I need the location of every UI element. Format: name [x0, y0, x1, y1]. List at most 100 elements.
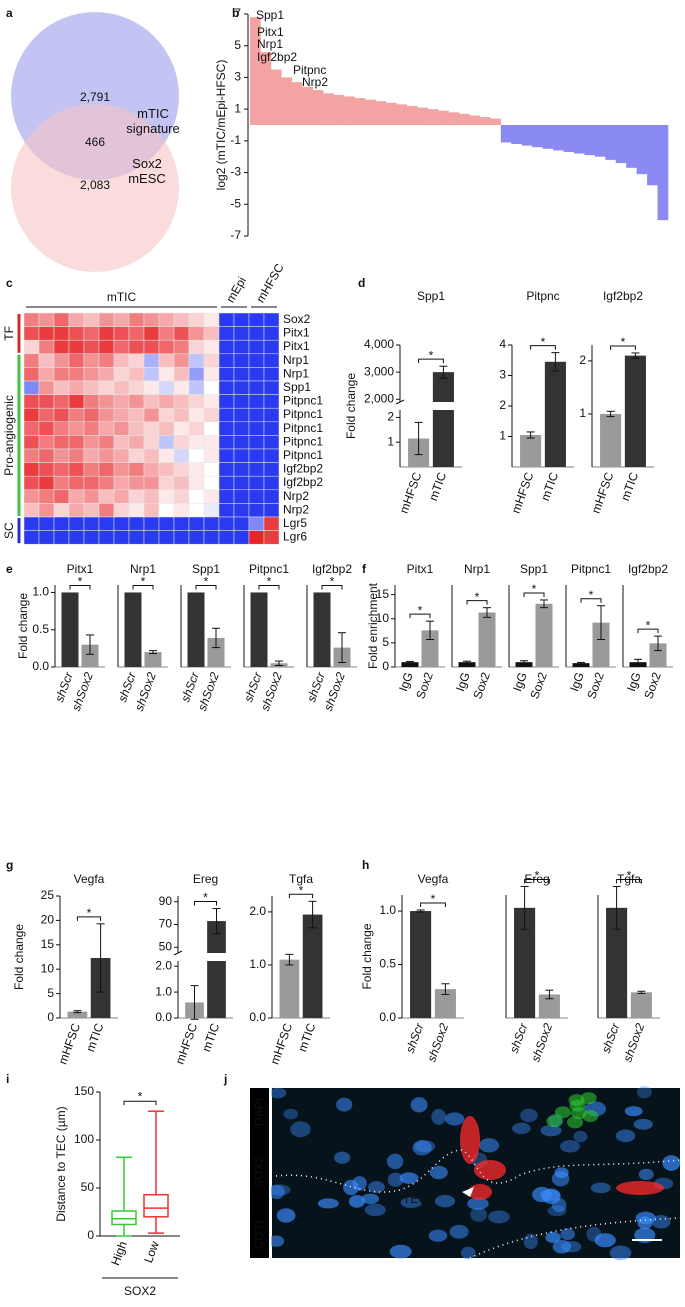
bar-part — [514, 907, 536, 1018]
heatmap-cell — [218, 503, 235, 518]
significance-bracket — [195, 584, 217, 590]
heatmap-cell — [158, 407, 175, 423]
y-tick-label: -5 — [230, 196, 241, 210]
heatmap-cell — [113, 489, 130, 504]
significance: * — [589, 588, 594, 602]
bar — [385, 102, 397, 125]
x-tick-label: mHFSC — [589, 470, 617, 515]
heatmap-cell — [188, 339, 205, 355]
bar — [647, 125, 658, 186]
bar — [354, 98, 366, 125]
heatmap-cell — [68, 353, 85, 368]
bar — [542, 125, 554, 149]
bar — [207, 921, 226, 1018]
significance-bracket — [258, 584, 280, 590]
y-tick-label: 5 — [47, 986, 54, 1000]
nucleus — [624, 1106, 643, 1117]
heatmap-cell — [68, 421, 85, 436]
heatmap-cell — [263, 489, 280, 504]
panel-letter: h — [362, 858, 369, 872]
heatmap-cell — [203, 394, 220, 409]
set-count: 466 — [85, 135, 105, 149]
heatmap-cell — [53, 353, 70, 368]
heatmap-cell — [203, 489, 220, 504]
significance: * — [87, 906, 92, 920]
row-group-label: Pro-angiogenic — [2, 395, 16, 476]
heatmap-cell — [38, 435, 55, 450]
bar — [291, 82, 303, 125]
bar — [375, 101, 387, 125]
heatmap-cell — [98, 435, 115, 450]
significance: * — [475, 590, 480, 604]
significance: * — [418, 603, 423, 617]
bar-part — [606, 907, 628, 1018]
bar — [410, 911, 432, 1018]
heatmap-cell — [233, 516, 250, 531]
y-tick-label: 100 — [74, 1132, 94, 1146]
y-tick-label: 0.0 — [379, 1010, 396, 1024]
significance-bracket — [69, 584, 91, 590]
gene-annotation: Pitx1 — [257, 25, 284, 39]
set-circle — [11, 104, 179, 272]
significance-bracket — [610, 345, 636, 350]
significance: * — [535, 869, 540, 883]
gene-annotation: Spp1 — [256, 8, 284, 22]
bar-part — [187, 592, 205, 667]
heatmap-cell — [263, 435, 280, 450]
heatmap-cell — [233, 503, 250, 518]
bar-part — [592, 622, 610, 667]
heatmap-cell — [203, 448, 220, 463]
heatmap-cell — [263, 326, 280, 341]
x-tick-label: IgG — [396, 670, 416, 693]
bar — [270, 69, 282, 125]
heatmap-cell — [23, 407, 40, 423]
heatmap-cell — [23, 312, 40, 327]
heatmap-cell — [233, 326, 250, 341]
heatmap-cell — [53, 312, 70, 327]
bar — [81, 644, 99, 667]
heatmap-cell — [128, 380, 145, 395]
heatmap-cell — [83, 339, 100, 355]
sox2-nucleus — [567, 1116, 584, 1129]
heatmap-cell — [98, 516, 115, 531]
y-tick-label: 50 — [159, 939, 173, 953]
row-label: Pitpnc1 — [283, 448, 323, 462]
chart-title: Spp1 — [417, 289, 445, 303]
bar — [511, 125, 522, 145]
x-tick-label: mTIC — [538, 470, 561, 503]
heatmap-cell — [233, 530, 250, 545]
nucleus — [638, 1168, 654, 1181]
heatmap-cell — [173, 312, 190, 327]
x-tick-label: mHFSC — [173, 1021, 201, 1066]
y-tick-label: 1 — [234, 101, 241, 115]
x-tick-label: IgG — [510, 670, 530, 693]
nucleus — [523, 1233, 538, 1250]
cd31-signal — [468, 1184, 492, 1200]
heatmap-cell — [233, 475, 250, 491]
heatmap-cell — [173, 367, 190, 382]
chart-title: Spp1 — [520, 562, 548, 576]
heatmap-cell — [128, 339, 145, 355]
heatmap-cell — [53, 448, 70, 463]
bar — [250, 17, 261, 125]
micrograph-label: TECs — [403, 1192, 433, 1206]
heatmap-cell — [188, 394, 205, 409]
bar-part — [624, 355, 646, 467]
heatmap-cell — [248, 448, 265, 463]
y-tick-label: 0.5 — [32, 622, 49, 636]
heatmap-cell — [53, 462, 70, 477]
heatmap-cell — [128, 421, 145, 436]
x-tick-label: Low — [141, 1239, 162, 1265]
bar — [438, 110, 449, 125]
cd31-signal — [474, 1160, 506, 1180]
bar — [521, 125, 533, 146]
chart-title: Pitpnc — [526, 289, 559, 303]
nucleus — [662, 1155, 681, 1171]
y-tick-label: 1.0 — [155, 984, 172, 998]
heatmap-cell — [158, 394, 175, 409]
heatmap-cell — [83, 435, 100, 450]
significance: * — [532, 582, 537, 596]
set-name: Sox2 mESC — [128, 156, 166, 186]
bar — [520, 434, 542, 467]
heatmap-cell — [38, 475, 55, 491]
